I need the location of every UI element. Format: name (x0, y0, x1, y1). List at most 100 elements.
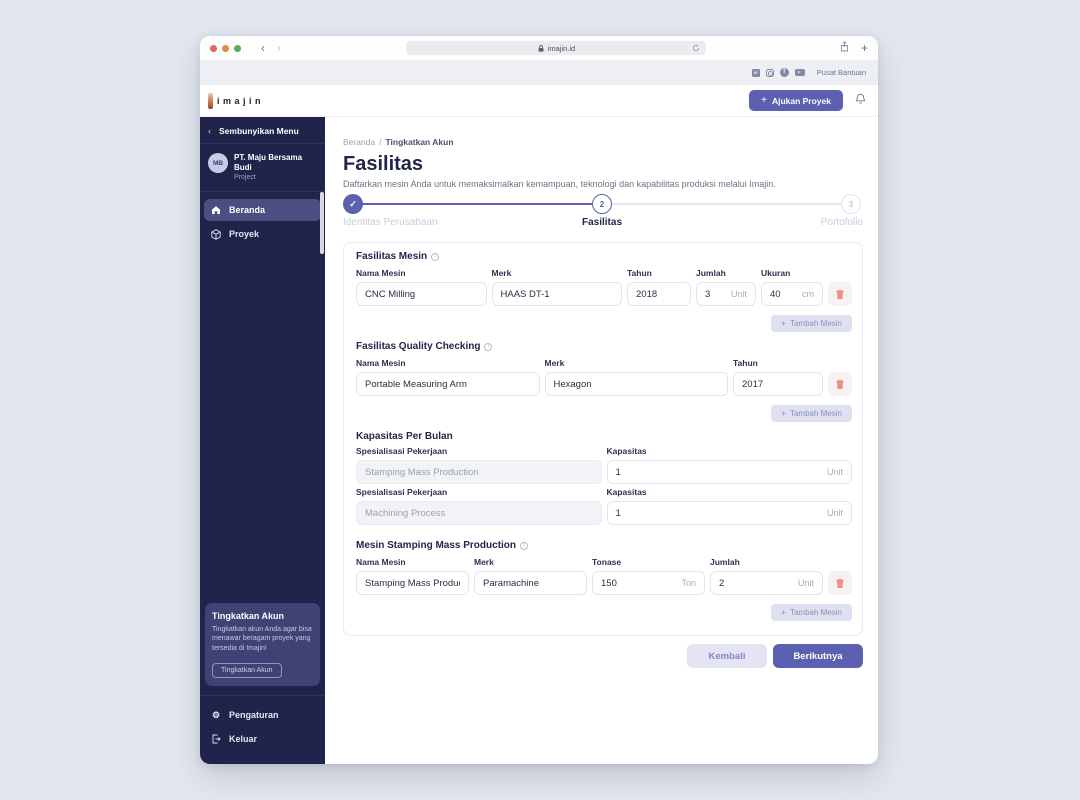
ajukan-proyek-button[interactable]: + Ajukan Proyek (749, 90, 843, 111)
field-label: Nama Mesin (356, 268, 406, 278)
facebook-icon[interactable]: f (779, 68, 789, 77)
stepper: ✓ 2 3 Identitas Perusahaan Fasilitas Por… (343, 194, 863, 230)
minimize-window-button[interactable] (222, 44, 229, 52)
step-connector-done (360, 203, 594, 205)
trash-icon (836, 379, 844, 389)
sidebar-item-beranda[interactable]: Beranda (204, 199, 321, 221)
info-icon[interactable]: i (520, 541, 529, 550)
upgrade-title: Tingkatkan Akun (212, 610, 285, 621)
field-label: Merk (491, 268, 512, 278)
help-center-link[interactable]: Pusat Bantuan (816, 68, 866, 77)
sidebar-item-label: Beranda (229, 205, 266, 215)
field-label: Tahun (733, 358, 758, 368)
spesialisasi-input (365, 507, 593, 519)
section-fasilitas-mesin: Fasilitas Mesin i Nama Mesin Merk (356, 251, 852, 332)
step-2-label: Fasilitas (581, 217, 623, 228)
nama-mesin-input[interactable] (365, 378, 531, 390)
field-label: Kapasitas (606, 446, 647, 456)
new-tab-icon[interactable]: + (860, 41, 868, 55)
field-label: Ukuran (761, 268, 791, 278)
kembali-button[interactable]: Kembali (687, 644, 767, 668)
share-icon[interactable] (840, 39, 849, 57)
breadcrumb-separator: / (379, 137, 382, 147)
linkedin-icon[interactable]: in (751, 68, 760, 77)
merk-input[interactable] (483, 577, 578, 589)
section-title: Mesin Stamping Mass Production (356, 540, 517, 551)
logo-text: imajin (217, 95, 265, 106)
section-mesin-stamping: Mesin Stamping Mass Production i Nama Me… (356, 540, 852, 621)
address-bar[interactable]: imajin.id (406, 41, 707, 55)
field-label: Merk (474, 557, 494, 567)
field-label: Jumlah (696, 268, 726, 278)
merk-input[interactable] (500, 288, 613, 300)
youtube-icon[interactable] (794, 68, 805, 77)
lock-icon (538, 44, 544, 52)
plus-icon: + (781, 608, 786, 617)
profile-company: PT. Maju Bersama (234, 153, 303, 162)
info-icon[interactable]: i (431, 252, 440, 261)
spesialisasi-input (365, 466, 593, 478)
upgrade-button[interactable]: Tingkatkan Akun (212, 663, 282, 678)
field-label: Tahun (627, 268, 652, 278)
trash-icon (836, 578, 844, 588)
page-subtitle: Daftarkan mesin Anda untuk memaksimalkan… (343, 179, 776, 189)
nama-mesin-input[interactable] (365, 577, 460, 589)
profile-name: Budi (234, 163, 252, 172)
delete-row-button[interactable] (828, 282, 852, 306)
chevron-left-icon: ‹ (208, 126, 211, 136)
plus-icon: + (781, 409, 786, 418)
sidebar-scrollbar[interactable] (320, 192, 324, 254)
zoom-window-button[interactable] (234, 44, 241, 52)
sidebar-item-proyek[interactable]: Proyek (204, 223, 321, 245)
merk-input[interactable] (553, 378, 719, 390)
sidebar-item-keluar[interactable]: Keluar (204, 728, 321, 750)
tambah-mesin-button[interactable]: + Tambah Mesin (771, 315, 852, 332)
delete-row-button[interactable] (828, 372, 852, 396)
field-label: Merk (544, 358, 565, 368)
profile-role: Project (234, 174, 256, 181)
sidebar-item-label: Pengaturan (229, 710, 279, 720)
reload-icon[interactable] (692, 44, 700, 52)
jumlah-input[interactable] (719, 577, 794, 589)
tahun-input[interactable] (742, 378, 814, 390)
kapasitas-input[interactable] (615, 466, 823, 478)
sidebar-item-label: Proyek (229, 229, 260, 239)
site-topbar: in f Pusat Bantuan (200, 60, 878, 85)
profile-block[interactable]: MB PT. Maju Bersama Budi Project (200, 144, 325, 192)
nama-mesin-input[interactable] (365, 288, 478, 300)
close-window-button[interactable] (210, 44, 217, 52)
step-1-circle[interactable]: ✓ (343, 194, 363, 214)
delete-row-button[interactable] (828, 571, 852, 595)
info-icon[interactable]: i (484, 342, 493, 351)
breadcrumb-home[interactable]: Beranda (343, 137, 376, 147)
kapasitas-input[interactable] (615, 507, 823, 519)
step-3-label: Portofolio (820, 217, 863, 228)
step-connector-todo (612, 203, 843, 205)
step-3-circle[interactable]: 3 (841, 194, 861, 214)
bell-icon[interactable] (855, 92, 866, 110)
sidebar-item-label: Keluar (229, 734, 258, 744)
browser-back-button[interactable]: ‹ (261, 41, 265, 55)
tahun-input[interactable] (636, 288, 682, 300)
window-controls[interactable] (210, 44, 241, 52)
collapse-menu-button[interactable]: ‹ Sembunyikan Menu (200, 117, 325, 144)
browser-forward-button[interactable]: › (277, 41, 281, 55)
step-1-label: Identitas Perusahaan (343, 217, 438, 228)
main-content: Beranda / Tingkatkan Akun Fasilitas Daft… (325, 117, 878, 764)
section-title: Fasilitas Mesin (356, 251, 428, 262)
instagram-icon[interactable] (765, 68, 774, 77)
tambah-mesin-button[interactable]: + Tambah Mesin (771, 405, 852, 422)
berikutnya-button[interactable]: Berikutnya (773, 644, 863, 668)
app-header: imajin + Ajukan Proyek (200, 85, 878, 117)
tambah-mesin-button[interactable]: + Tambah Mesin (771, 604, 852, 621)
browser-toolbar: ‹ › imajin.id + (200, 36, 878, 60)
browser-window: ‹ › imajin.id + in f Pusat Bantuan (200, 36, 878, 764)
ukuran-input[interactable] (770, 288, 798, 300)
section-quality-checking: Fasilitas Quality Checking i Nama Mesin … (356, 341, 852, 422)
jumlah-input[interactable] (705, 288, 727, 300)
step-2-circle[interactable]: 2 (592, 194, 612, 214)
imajin-logo[interactable]: imajin (208, 92, 265, 109)
sidebar-item-pengaturan[interactable]: ⚙ Pengaturan (204, 704, 321, 726)
field-label: Kapasitas (606, 487, 647, 497)
tonase-input[interactable] (601, 577, 678, 589)
